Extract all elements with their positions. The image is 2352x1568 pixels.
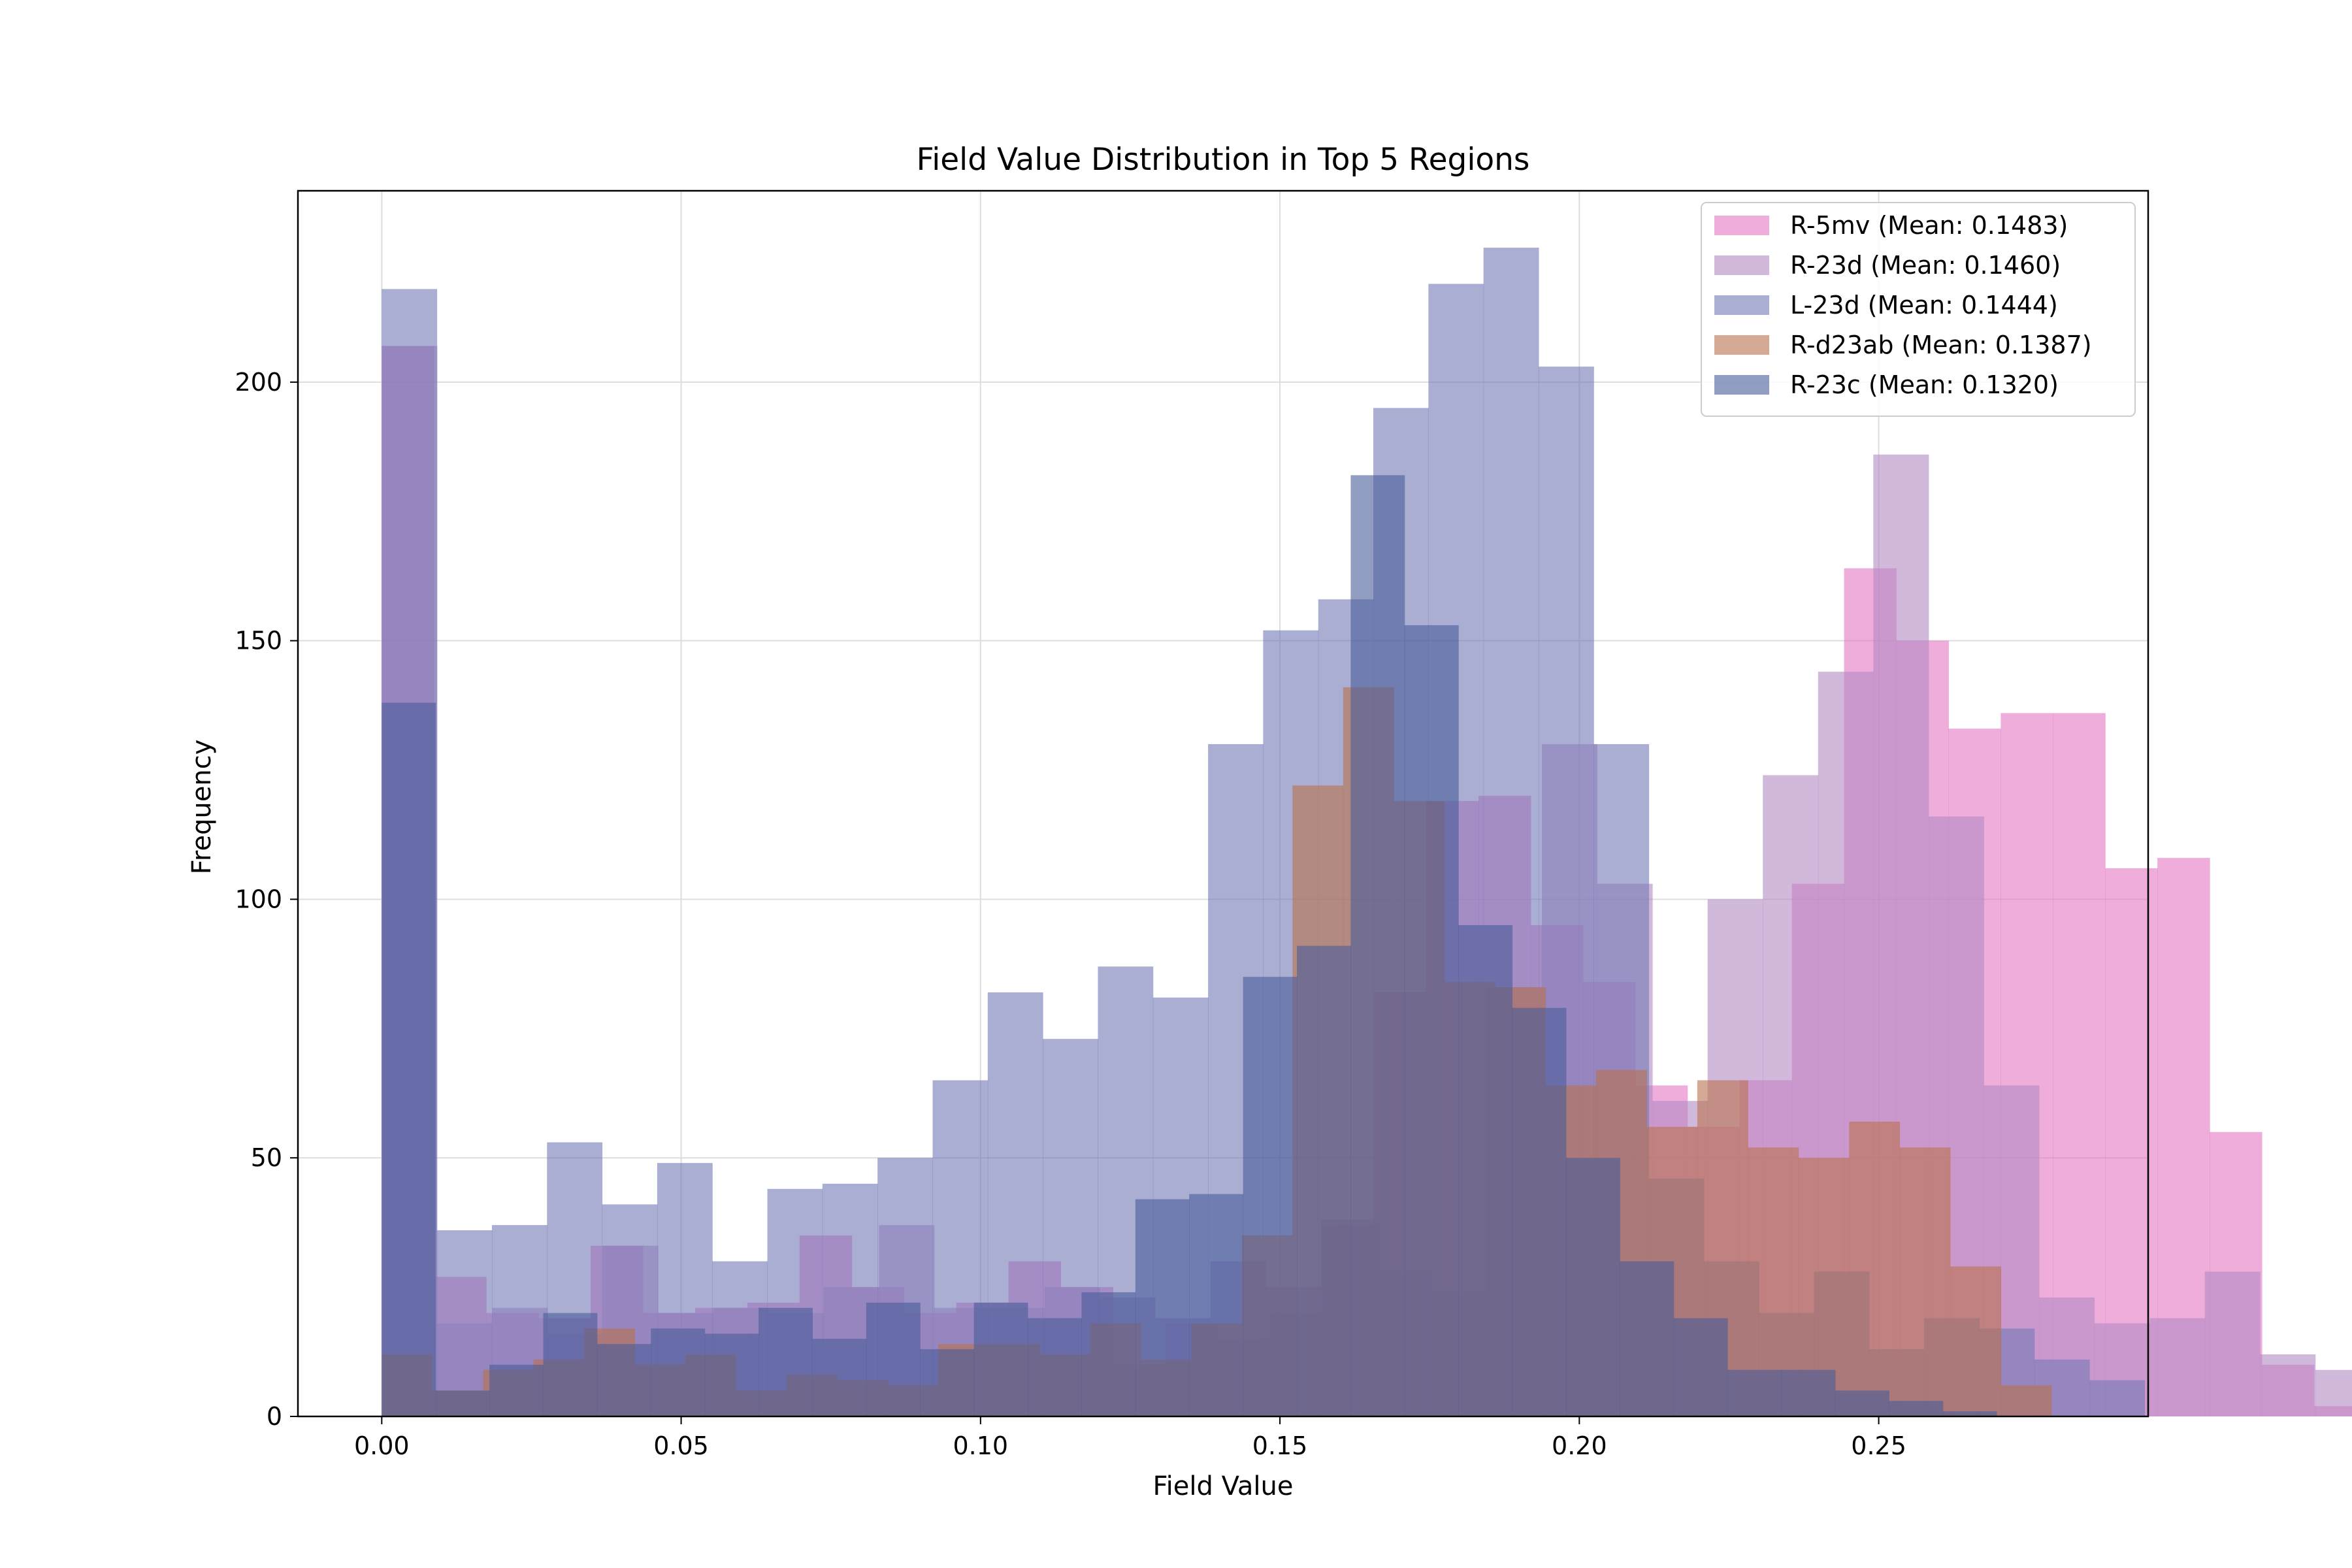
histogram-bar <box>866 1302 921 1416</box>
histogram-bar <box>2149 1318 2206 1416</box>
legend-swatch <box>1714 255 1769 275</box>
histogram-bar <box>651 1328 706 1416</box>
x-tick-label: 0.05 <box>653 1431 709 1460</box>
legend-swatch <box>1714 335 1769 355</box>
x-tick-label: 0.20 <box>1552 1431 1607 1460</box>
histogram-bar <box>1350 475 1405 1416</box>
histogram-bar <box>1781 1369 1836 1416</box>
legend-entry-label: R-d23ab (Mean: 0.1387) <box>1790 331 2092 359</box>
histogram-bar <box>1950 1266 2002 1416</box>
legend-entry-label: R-23c (Mean: 0.1320) <box>1790 370 2059 399</box>
histogram-bar <box>1620 1261 1674 1416</box>
histogram-bar <box>382 702 436 1416</box>
histogram-bar <box>1028 1318 1082 1416</box>
histogram-bars <box>382 248 2352 1417</box>
histogram-bar <box>543 1313 598 1416</box>
histogram-bar <box>596 1344 651 1416</box>
histogram-bar <box>1458 925 1513 1416</box>
histogram-bar <box>489 1364 544 1416</box>
histogram-bar <box>812 1339 867 1416</box>
histogram-bar <box>2204 1271 2261 1416</box>
legend-entry-label: R-5mv (Mean: 0.1483) <box>1790 211 2068 240</box>
histogram-bar <box>1243 977 1298 1416</box>
legend-entry-label: L-23d (Mean: 0.1444) <box>1790 291 2058 319</box>
y-tick-label: 50 <box>251 1143 282 1172</box>
histogram-bar <box>1835 1390 1889 1416</box>
legend-swatch <box>1714 216 1769 235</box>
chart-title: Field Value Distribution in Top 5 Region… <box>917 142 1530 178</box>
y-tick-label: 200 <box>235 368 282 397</box>
x-tick-label: 0.10 <box>953 1431 1009 1460</box>
plot-area-frame <box>297 189 2149 1418</box>
histogram-bar <box>1404 625 1459 1416</box>
histogram-bar <box>1673 1318 1728 1416</box>
histogram-bar <box>1565 1158 1620 1416</box>
x-axis-ticks: 0.00 0.05 0.10 0.15 0.20 0.25 <box>354 1416 1906 1460</box>
histogram-bar <box>2001 1385 2052 1416</box>
histogram-bar <box>1135 1199 1190 1416</box>
histogram-bar <box>1942 1411 1997 1416</box>
y-tick-label: 150 <box>235 627 282 655</box>
legend-swatch <box>1714 375 1769 395</box>
y-axis-ticks: 0 50 100 150 200 <box>235 368 298 1431</box>
y-axis-label: Frequency <box>187 740 217 875</box>
histogram-bar <box>759 1307 813 1416</box>
x-tick-label: 0.25 <box>1851 1431 1906 1460</box>
histogram-bar <box>1899 1147 1951 1416</box>
x-tick-label: 0.00 <box>354 1431 410 1460</box>
x-axis-label: Field Value <box>1153 1471 1294 1501</box>
histogram-bar <box>2315 1369 2352 1416</box>
histogram-bar <box>1512 1007 1567 1416</box>
histogram-bar <box>973 1302 1028 1416</box>
y-tick-label: 100 <box>235 885 282 913</box>
histogram-bar <box>435 1390 490 1416</box>
histogram-bar <box>2089 1380 2146 1416</box>
histogram-bar <box>1189 1194 1244 1416</box>
legend: R-5mv (Mean: 0.1483) R-23d (Mean: 0.1460)… <box>1701 202 2136 417</box>
series-5-bars <box>382 475 1997 1416</box>
histogram-bar <box>920 1349 975 1416</box>
histogram-bar <box>2260 1354 2316 1416</box>
histogram-bar <box>1889 1401 1944 1416</box>
legend-swatch <box>1714 295 1769 315</box>
histogram-bar <box>1849 1121 1901 1416</box>
x-tick-label: 0.15 <box>1252 1431 1308 1460</box>
y-tick-label: 0 <box>267 1402 282 1431</box>
histogram-bar <box>1081 1292 1136 1416</box>
legend-box <box>1701 202 2136 417</box>
histogram-bar <box>704 1333 759 1416</box>
histogram-bar <box>1727 1369 1782 1416</box>
histogram-bar <box>1297 945 1351 1416</box>
legend-entry-label: R-23d (Mean: 0.1460) <box>1790 251 2061 280</box>
